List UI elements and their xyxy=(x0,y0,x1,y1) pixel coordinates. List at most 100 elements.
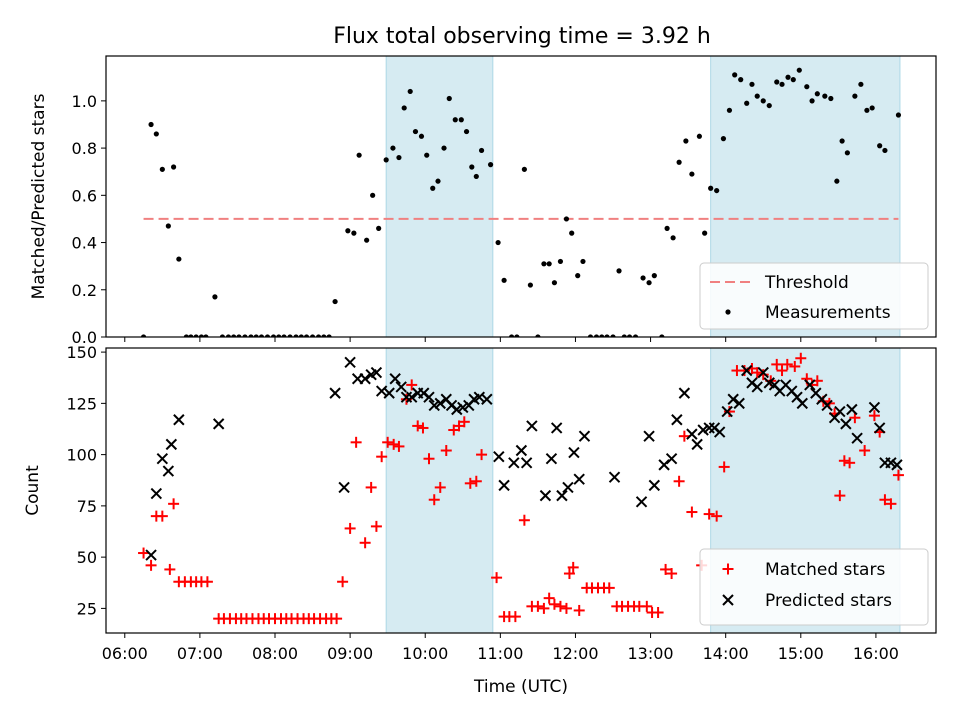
y-tick-label: 50 xyxy=(77,548,97,567)
measurement-point xyxy=(732,72,738,78)
measurement-point xyxy=(514,334,520,337)
measurement-point xyxy=(332,298,338,305)
measurement-point xyxy=(148,121,154,128)
predicted-star-point xyxy=(834,405,846,418)
matched-star-point xyxy=(370,520,382,532)
matched-star-point xyxy=(868,410,880,422)
predicted-star-point xyxy=(550,422,563,434)
measurement-point xyxy=(495,239,501,246)
measurement-point xyxy=(689,171,695,177)
measurement-point xyxy=(248,334,254,337)
measurement-point xyxy=(376,225,382,231)
predicted-star-point xyxy=(648,479,661,492)
measurement-point xyxy=(714,187,720,194)
measurement-point xyxy=(225,334,232,337)
predicted-star-point xyxy=(643,430,655,442)
measurement-point xyxy=(869,105,875,111)
predicted-star-point xyxy=(573,473,585,485)
predicted-star-point xyxy=(851,432,863,444)
measurement-point xyxy=(478,147,485,154)
measurement-point xyxy=(632,334,639,337)
measurement-point xyxy=(557,258,564,265)
matched-star-point xyxy=(718,461,730,473)
measurement-point xyxy=(551,280,558,286)
measurement-point xyxy=(458,117,464,123)
measurement-point xyxy=(309,334,316,337)
measurement-point xyxy=(345,228,351,234)
measurement-point xyxy=(231,334,237,337)
y-tick-label: 0.4 xyxy=(72,234,97,253)
measurement-point xyxy=(473,173,479,180)
measurement-point xyxy=(351,230,357,236)
matched-star-point xyxy=(573,604,585,616)
shaded-region xyxy=(385,55,494,338)
measurement-point xyxy=(839,138,845,144)
matched-star-point xyxy=(388,438,400,450)
predicted-star-point xyxy=(804,379,816,391)
measurement-point xyxy=(616,268,622,274)
matched-star-point xyxy=(337,576,349,588)
measurement-point xyxy=(760,98,766,104)
matched-star-point xyxy=(518,514,530,526)
measurement-point xyxy=(809,98,815,104)
measurement-point xyxy=(796,67,802,73)
measurement-point xyxy=(418,133,425,139)
measurement-point xyxy=(281,334,287,337)
matched-star-point xyxy=(458,416,470,428)
measurement-point xyxy=(153,131,159,137)
matched-star-point xyxy=(464,477,476,489)
measurement-point xyxy=(621,334,627,337)
measurement-point xyxy=(541,261,547,267)
predicted-star-point xyxy=(840,418,852,430)
measurement-point xyxy=(610,334,616,337)
matched-star-point xyxy=(344,522,356,534)
predicted-star-point xyxy=(691,438,703,451)
matched-star-point xyxy=(201,576,213,588)
figure-title: Flux total observing time = 3.92 h xyxy=(333,24,711,49)
predicted-star-point xyxy=(423,391,435,403)
measurement-point xyxy=(646,280,652,286)
legend-label: Predicted stars xyxy=(765,591,892,611)
data-marks xyxy=(140,67,902,337)
predicted-star-point xyxy=(359,373,371,385)
panel-counts: 25 50 75 100 125 150 06:00 07:00 08:00 09:00 10:00… xyxy=(23,343,937,697)
measurement-point xyxy=(599,334,605,337)
measurement-point xyxy=(790,77,796,83)
matched-star-point xyxy=(434,481,446,493)
measurement-point xyxy=(604,334,610,337)
measurement-point xyxy=(535,334,541,337)
x-tick-label: 13:00 xyxy=(628,644,674,663)
measurement-point xyxy=(407,88,413,95)
measurement-point xyxy=(396,154,402,161)
measurement-point xyxy=(640,275,646,281)
x-tick-label: 07:00 xyxy=(177,644,223,663)
measurement-point xyxy=(298,334,304,337)
matched-star-point xyxy=(673,475,685,487)
predicted-star-point xyxy=(678,387,691,399)
measurement-point xyxy=(708,185,714,191)
x-tick-label: 09:00 xyxy=(327,644,373,663)
y-tick-label: 25 xyxy=(77,599,97,618)
measurement-point xyxy=(575,273,581,279)
predicted-star-point xyxy=(498,479,510,492)
measurement-point xyxy=(844,150,850,156)
matched-star-point xyxy=(652,606,664,618)
measurement-point xyxy=(785,74,791,80)
predicted-star-point xyxy=(344,356,356,369)
measurement-point xyxy=(270,334,277,337)
measurement-point xyxy=(463,128,470,135)
y-tick-label: 1.0 xyxy=(72,92,97,111)
measurement-point xyxy=(877,143,883,149)
measurement-point xyxy=(852,93,858,99)
matched-star-point xyxy=(538,602,550,614)
predicted-star-point xyxy=(338,481,350,494)
measurement-point xyxy=(828,95,834,102)
y-tick-label: 150 xyxy=(66,343,97,362)
measurement-point xyxy=(171,164,177,170)
x-tick-label: 10:00 xyxy=(402,644,448,663)
matched-star-point xyxy=(641,600,653,612)
measurement-point xyxy=(356,152,362,158)
measurement-point xyxy=(441,145,447,151)
measurement-point xyxy=(895,112,902,118)
